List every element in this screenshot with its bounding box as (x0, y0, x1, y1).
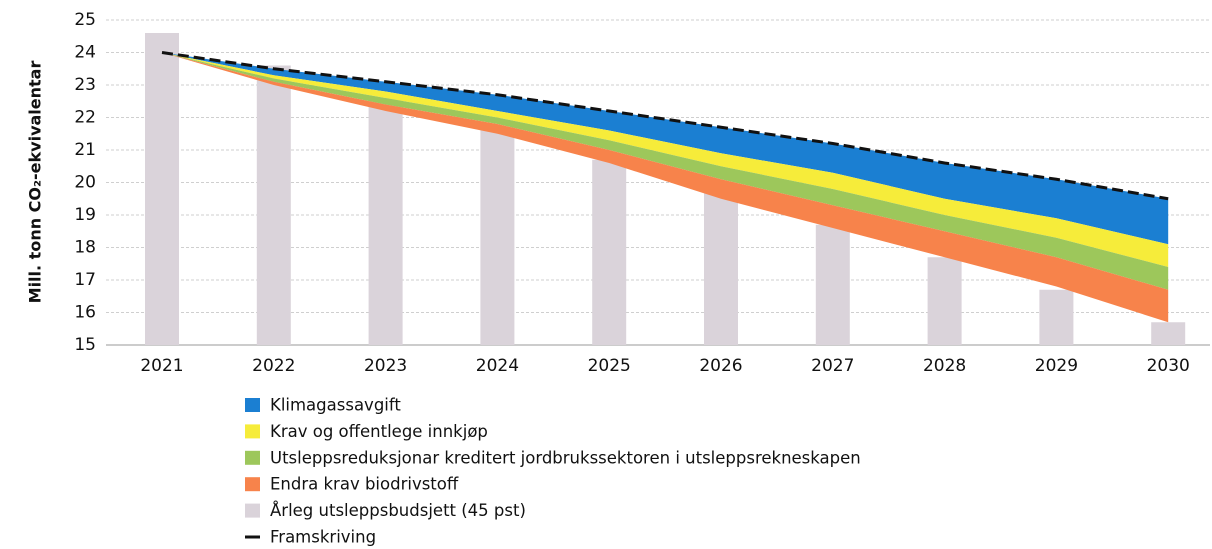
legend-swatch (245, 398, 260, 412)
legend-label: Krav og offentlege innkjøp (270, 422, 488, 441)
area (162, 52, 1169, 267)
bar (256, 65, 291, 345)
y-tick-label: 17 (74, 270, 96, 290)
y-tick-label: 18 (74, 238, 96, 258)
x-tick-label: 2025 (588, 356, 631, 376)
x-tick-label: 2027 (811, 356, 854, 376)
area (162, 52, 1169, 323)
area (162, 52, 1169, 245)
legend-swatch (245, 450, 260, 465)
legend-swatch (245, 503, 260, 518)
x-tick-label: 2024 (476, 356, 519, 376)
legend-swatch (245, 424, 260, 439)
x-tick-label: 2022 (252, 356, 295, 376)
y-tick-label: 23 (74, 75, 96, 95)
y-axis-label: Mill. tonn CO₂-ekvivalentar (26, 61, 45, 304)
legend-label: Klimagassavgift (270, 396, 401, 415)
bar (480, 127, 515, 345)
bar (927, 257, 962, 345)
bar (815, 224, 850, 345)
y-tick-label: 22 (74, 108, 96, 128)
legend-label: Endra krav biodrivstoff (270, 475, 459, 494)
area (162, 52, 1169, 290)
legend-label: Framskriving (270, 528, 376, 547)
y-tick-label: 24 (74, 43, 96, 63)
bar (704, 192, 738, 345)
bar (145, 33, 179, 345)
x-tick-label: 2028 (923, 356, 966, 376)
x-tick-label: 2030 (1147, 356, 1190, 376)
legend-swatch (245, 477, 260, 492)
x-tick-label: 2021 (140, 356, 183, 376)
bar (368, 98, 403, 345)
bar (1151, 322, 1186, 345)
line (161, 51, 1169, 201)
legend-label: Årleg utsleppsbudsjett (45 pst) (270, 501, 526, 520)
y-tick-label: 20 (74, 173, 96, 193)
y-tick-label: 25 (74, 10, 96, 30)
x-tick-label: 2026 (699, 356, 742, 376)
y-tick-label: 15 (74, 335, 96, 355)
x-tick-label: 2029 (1035, 356, 1078, 376)
legend-label: Utsleppsreduksjonar kreditert jordbrukss… (270, 448, 861, 467)
y-tick-label: 21 (74, 140, 96, 160)
bar (1039, 289, 1074, 345)
y-tick-label: 19 (74, 205, 96, 225)
x-tick-label: 2023 (364, 356, 407, 376)
y-tick-label: 16 (74, 303, 96, 323)
bar (592, 159, 627, 345)
